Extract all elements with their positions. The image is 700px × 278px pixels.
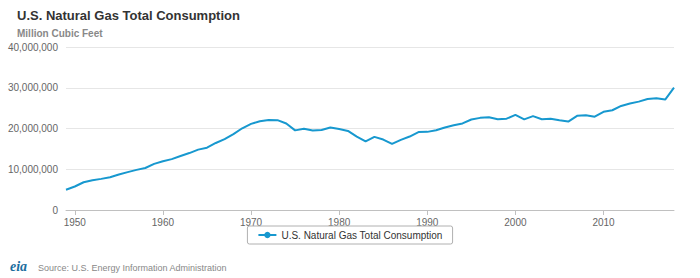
svg-text:1990: 1990 [416, 216, 439, 228]
svg-text:1980: 1980 [328, 216, 351, 228]
svg-text:40,000,000: 40,000,000 [8, 42, 58, 53]
svg-text:Million Cubic Feet: Million Cubic Feet [17, 28, 103, 39]
svg-text:U.S. Natural Gas Total Consump: U.S. Natural Gas Total Consumption [281, 230, 442, 241]
svg-text:2000: 2000 [504, 217, 527, 228]
svg-text:1960: 1960 [152, 217, 175, 228]
svg-text:eia: eia [10, 259, 27, 274]
svg-text:1950: 1950 [64, 217, 87, 228]
svg-text:Source: U.S. Energy Informatio: Source: U.S. Energy Information Administ… [38, 263, 227, 273]
svg-text:10,000,000: 10,000,000 [8, 164, 58, 175]
svg-text:U.S. Natural Gas Total Consump: U.S. Natural Gas Total Consumption [17, 8, 240, 23]
svg-text:2010: 2010 [592, 217, 615, 228]
svg-text:0: 0 [52, 205, 58, 216]
svg-text:30,000,000: 30,000,000 [8, 82, 58, 93]
svg-text:1970: 1970 [239, 216, 263, 228]
svg-text:20,000,000: 20,000,000 [8, 123, 58, 134]
